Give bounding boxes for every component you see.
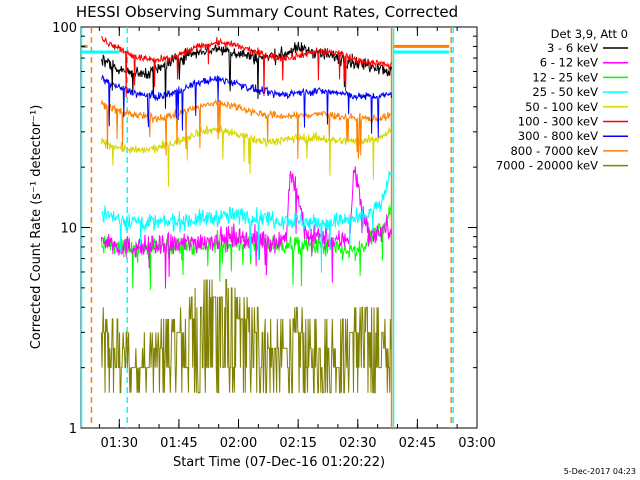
chart-title: HESSI Observing Summary Count Rates, Cor… <box>76 3 458 21</box>
y-tick-label: 1 <box>69 422 77 437</box>
legend-label: 800 - 7000 keV <box>510 144 598 158</box>
x-tick-label: 02:30 <box>339 436 376 451</box>
legend-label: 7000 - 20000 keV <box>496 159 598 173</box>
y-axis: 1 10 100 <box>52 21 477 437</box>
legend-label: 12 - 25 keV <box>532 70 598 84</box>
x-tick-label: 02:00 <box>220 436 257 451</box>
legend-label: 25 - 50 keV <box>532 85 598 99</box>
legend-label: 6 - 12 keV <box>540 56 598 70</box>
series-line-50-100-kev <box>100 125 392 187</box>
legend-label: 3 - 6 keV <box>547 41 598 55</box>
series-line-25-50-kev <box>101 171 393 273</box>
series-line-7000-20000-kev <box>100 279 392 394</box>
x-axis-label: Start Time (07-Dec-16 01:20:22) <box>173 455 385 470</box>
x-tick-label: 02:45 <box>399 436 436 451</box>
legend-label: 100 - 300 keV <box>518 115 598 129</box>
date-stamp: 5-Dec-2017 04:23 <box>564 467 636 476</box>
vertical-markers <box>80 27 454 428</box>
x-tick-label: 03:00 <box>458 436 495 451</box>
legend-label: 300 - 800 keV <box>518 129 598 143</box>
y-tick-label: 10 <box>60 222 77 237</box>
series-layer <box>81 35 450 394</box>
x-axis: 01:30 01:45 02:00 02:15 02:30 02:45 03:00 <box>98 27 496 451</box>
legend-label: 50 - 100 keV <box>525 100 598 114</box>
series-line-6-12-kev <box>100 166 393 289</box>
series-line-100-300-kev <box>100 35 393 98</box>
x-tick-label: 01:30 <box>101 436 138 451</box>
x-tick-label: 02:15 <box>279 436 316 451</box>
series-line-300-800-kev <box>100 74 393 138</box>
y-axis-label: Corrected Count Rate (s⁻¹ detector⁻¹) <box>29 105 44 350</box>
x-tick-label: 01:45 <box>160 436 197 451</box>
series-line-800-7000-kev <box>100 98 392 159</box>
y-tick-label: 100 <box>52 21 77 36</box>
legend-header: Det 3,9, Att 0 <box>551 27 628 41</box>
plot-area: 1 10 100 01:30 01:45 02:00 02:15 02:30 02:45 03:… <box>52 21 496 451</box>
